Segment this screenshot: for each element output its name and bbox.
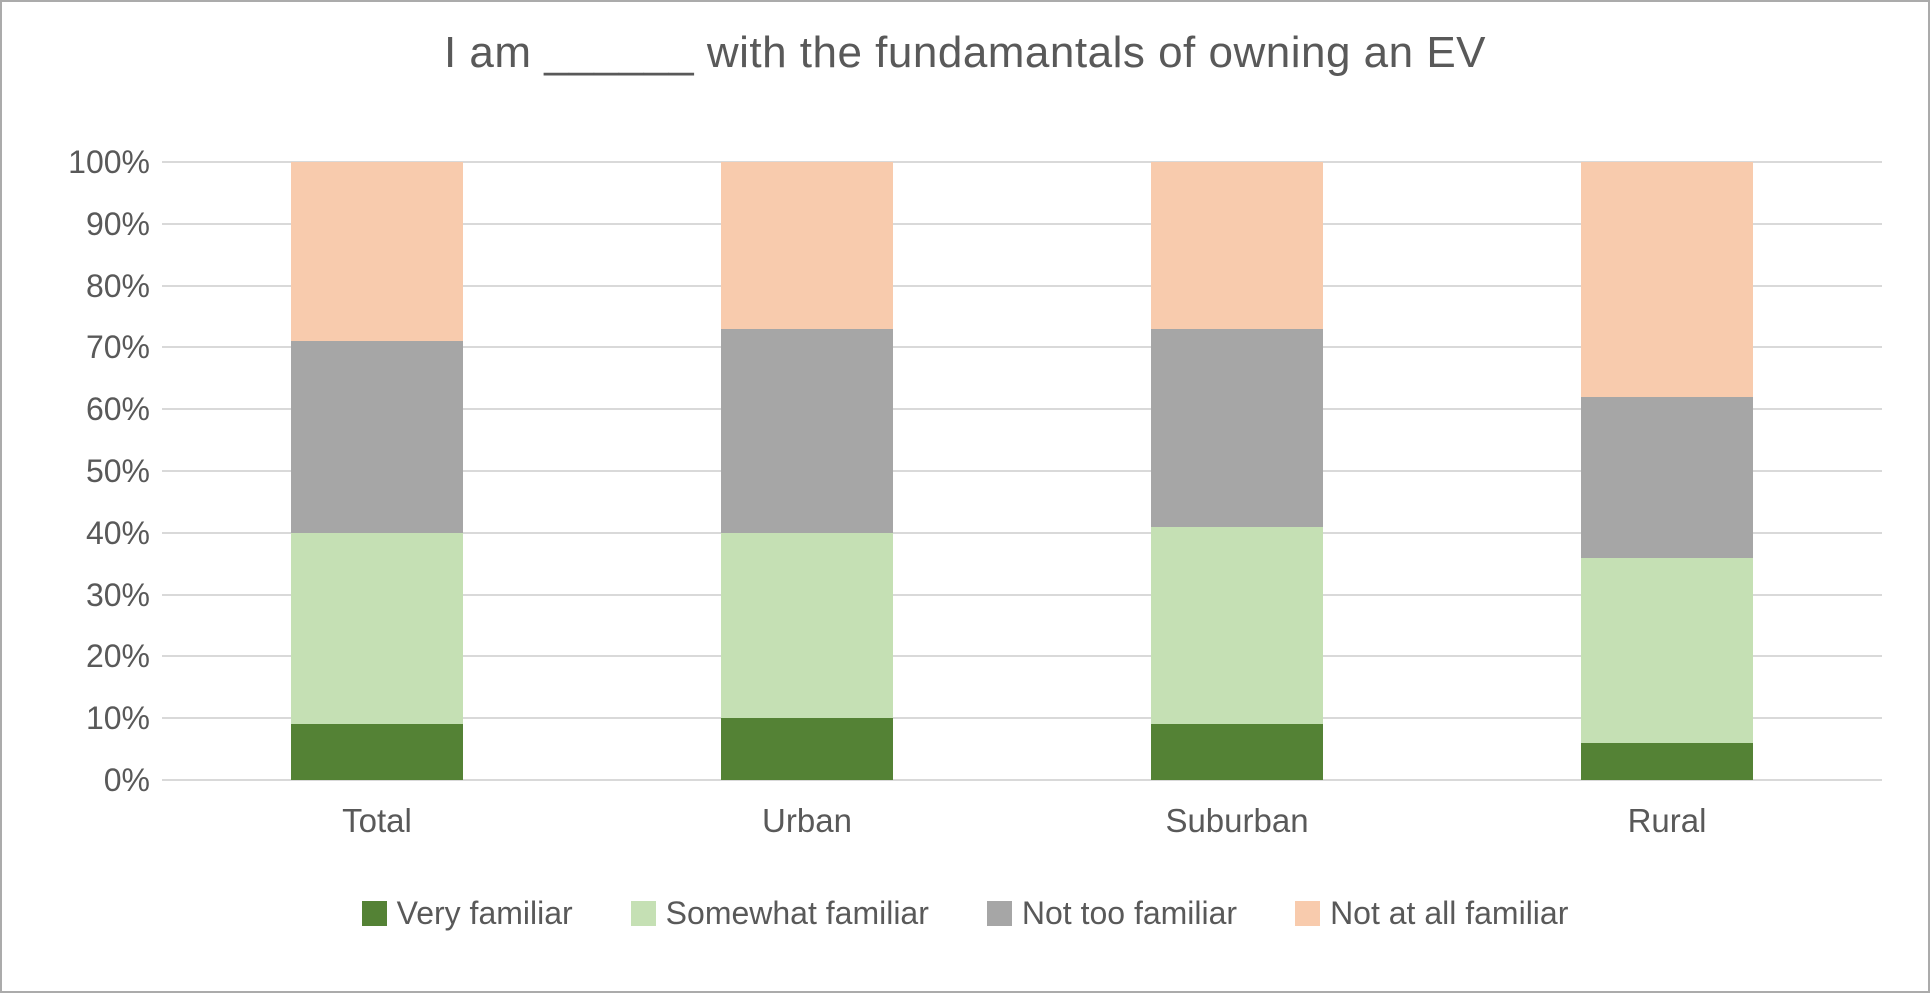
bar-segment [1151, 526, 1323, 725]
bar-segment [291, 724, 463, 780]
legend-label: Very familiar [396, 895, 573, 931]
gridline [162, 655, 1882, 658]
stacked-bar-urban [721, 162, 893, 780]
y-axis-tick-label: 0% [103, 762, 150, 798]
legend-item: Somewhat familiar [630, 895, 929, 932]
gridline [162, 346, 1882, 349]
bar-segment [721, 162, 893, 329]
legend-item: Very familiar [361, 895, 573, 932]
stacked-bar-rural [1581, 162, 1753, 780]
gridline [162, 408, 1882, 411]
y-axis-tick-label: 100% [68, 144, 150, 180]
bar-segment [1581, 162, 1753, 397]
x-axis-category-label: Total [342, 802, 412, 839]
y-axis-tick-label: 80% [85, 267, 150, 304]
bar-segment [1581, 557, 1753, 743]
legend-swatch-icon [986, 901, 1012, 926]
legend-label: Not at all familiar [1330, 895, 1569, 931]
x-axis-category-label: Urban [762, 802, 852, 839]
y-axis-tick-label: 50% [85, 453, 150, 489]
stacked-bar-total [291, 162, 463, 780]
bar-segment [721, 328, 893, 533]
legend-label: Not too familiar [1021, 895, 1238, 931]
y-axis-tick-label: 60% [85, 391, 150, 428]
bar-segment [1151, 162, 1323, 329]
bar-segment [291, 341, 463, 533]
legend-swatch-icon [361, 901, 387, 926]
gridline [162, 470, 1882, 472]
legend: Very familiar Somewhat familiar Not too fa… [2, 895, 1928, 932]
gridline [162, 284, 1882, 287]
bar-segment [1151, 724, 1323, 780]
chart-title: I am ______ with the fundamantals of own… [443, 28, 1487, 77]
plot-area [162, 161, 1882, 781]
stacked-bar-suburban [1151, 162, 1323, 780]
x-axis-category-label: Suburban [1165, 802, 1309, 839]
bar-segment [721, 532, 893, 719]
x-axis-category-label: Rural [1627, 802, 1707, 839]
bar-segment [1581, 396, 1753, 558]
gridline [162, 531, 1882, 534]
legend-swatch-icon [630, 901, 656, 926]
y-axis-tick-label: 40% [85, 514, 150, 551]
bar-segment [1151, 328, 1323, 527]
legend-item: Not at all familiar [1295, 895, 1568, 932]
y-axis-tick-label: 90% [85, 205, 150, 242]
bar-segment [291, 162, 463, 342]
y-axis-tick-label: 70% [85, 329, 150, 366]
bar-segment [721, 718, 893, 780]
legend-label: Somewhat familiar [665, 895, 929, 931]
bar-segment [1581, 742, 1753, 780]
y-axis-tick-label: 20% [85, 638, 150, 675]
gridline [162, 593, 1882, 596]
bar-segment [291, 532, 463, 725]
gridline [162, 222, 1882, 225]
legend-item: Not too familiar [986, 895, 1238, 932]
y-axis-tick-label: 10% [85, 700, 150, 737]
gridline [162, 717, 1882, 720]
legend-swatch-icon [1295, 901, 1321, 926]
gridline [162, 161, 1882, 163]
gridline [162, 779, 1882, 781]
y-axis-tick-label: 30% [85, 576, 150, 613]
